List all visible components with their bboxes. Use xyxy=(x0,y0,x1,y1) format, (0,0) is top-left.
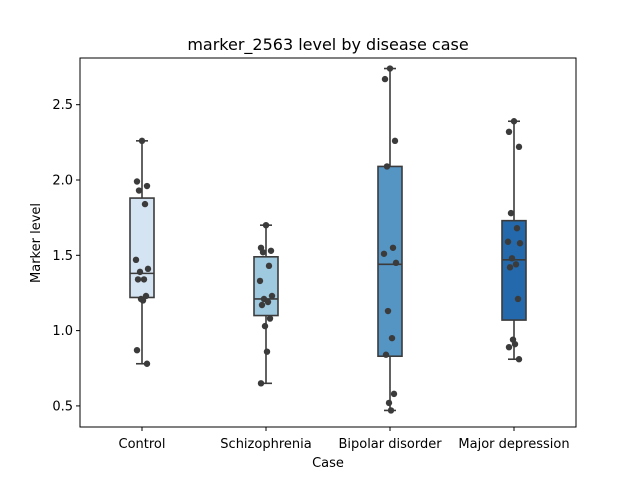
data-point xyxy=(138,137,146,145)
data-point xyxy=(266,315,274,322)
chart-title: marker_2563 level by disease case xyxy=(187,35,468,55)
y-axis-label: Marker level xyxy=(29,203,44,283)
data-point xyxy=(507,209,515,217)
data-point xyxy=(392,259,400,267)
data-point xyxy=(505,343,513,351)
data-point xyxy=(140,276,148,283)
data-point xyxy=(143,182,151,190)
data-point xyxy=(262,221,270,229)
data-point xyxy=(388,334,396,342)
y-tick-label: 0.5 xyxy=(52,399,73,414)
data-point xyxy=(265,262,273,270)
box xyxy=(129,197,155,299)
data-point xyxy=(506,264,514,271)
data-point xyxy=(389,244,397,251)
data-point xyxy=(383,163,391,170)
plot-frame xyxy=(79,57,577,428)
data-point xyxy=(268,292,276,300)
plot-area: 0.5 1.0 1.5 2.0 2.5 Control Schizophrenia Bipol… xyxy=(52,57,577,452)
data-point xyxy=(257,380,265,387)
y-tick-label: 1.0 xyxy=(52,324,73,339)
data-point xyxy=(384,307,392,315)
data-point xyxy=(141,200,149,208)
data-point xyxy=(143,360,151,367)
data-point xyxy=(386,65,394,72)
data-point xyxy=(513,224,521,232)
data-point xyxy=(385,399,393,407)
data-point xyxy=(142,292,150,300)
data-point xyxy=(261,322,269,330)
data-point xyxy=(258,301,266,309)
x-tick-label: Control xyxy=(119,437,166,452)
x-tick-label: Major depression xyxy=(458,437,569,452)
data-point xyxy=(511,340,519,348)
box xyxy=(501,219,527,321)
data-point xyxy=(510,118,518,125)
data-point xyxy=(515,356,523,363)
data-point xyxy=(132,256,140,264)
data-point xyxy=(256,277,264,285)
x-tick-label: Bipolar disorder xyxy=(338,437,442,452)
data-point xyxy=(504,238,512,245)
data-point xyxy=(515,143,523,151)
data-point xyxy=(133,346,141,354)
data-point xyxy=(516,240,524,247)
data-point xyxy=(267,247,275,254)
y-tick-label: 1.5 xyxy=(52,249,73,264)
data-point xyxy=(135,187,143,194)
data-point xyxy=(390,390,398,398)
data-point xyxy=(382,351,390,358)
data-point xyxy=(512,261,520,268)
y-tick-label: 2.0 xyxy=(52,173,73,188)
data-point xyxy=(505,128,513,135)
data-point xyxy=(259,249,267,256)
x-tick-label: Schizophrenia xyxy=(220,437,311,452)
data-point xyxy=(136,268,144,276)
x-axis-label: Case xyxy=(312,456,344,471)
data-point xyxy=(134,276,142,283)
data-point xyxy=(380,250,388,257)
data-point xyxy=(514,295,522,303)
data-point xyxy=(263,348,271,355)
data-point xyxy=(391,137,399,145)
data-point xyxy=(133,178,141,185)
y-tick-label: 2.5 xyxy=(52,98,73,113)
data-point xyxy=(508,255,516,262)
data-point xyxy=(144,265,152,273)
data-point xyxy=(387,407,395,414)
data-point xyxy=(139,297,147,304)
data-point xyxy=(381,75,389,83)
data-point xyxy=(264,298,272,306)
